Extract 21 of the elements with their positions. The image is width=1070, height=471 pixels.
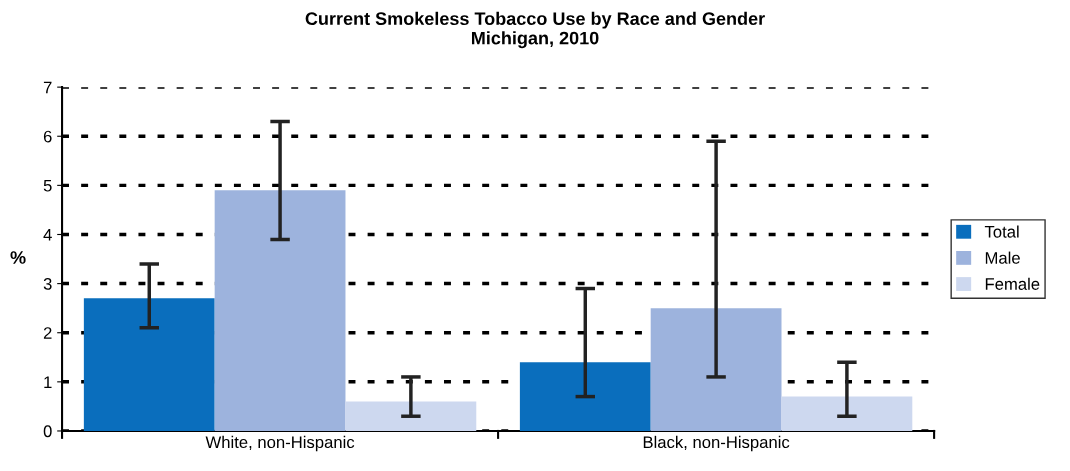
x-tick-label: White, non-Hispanic — [205, 435, 355, 452]
bar — [214, 190, 346, 431]
y-axis-title: % — [10, 251, 26, 264]
y-tick-label: 0 — [43, 425, 52, 438]
y-tick-label: 1 — [44, 376, 52, 388]
bar — [519, 362, 651, 431]
bar — [345, 401, 477, 431]
y-tick-label: 4 — [43, 229, 52, 241]
y-tick-label: 7 — [43, 81, 52, 94]
legend-label: Female — [985, 277, 1040, 290]
y-tick-label: 5 — [43, 179, 52, 192]
bar — [83, 298, 215, 431]
y-tick-label: 6 — [43, 130, 52, 143]
legend-label: Male — [985, 251, 1020, 264]
chart-title: Current Smokeless Tobacco Use by Race and Gender Michigan, 2010 — [305, 11, 765, 49]
y-tick-label: 2 — [43, 327, 52, 339]
x-tick-label: Black, non-Hispanic — [643, 435, 790, 452]
bar — [781, 396, 913, 431]
legend-label: Total — [984, 225, 1019, 238]
bar — [650, 308, 782, 431]
y-tick-label: 3 — [43, 278, 52, 290]
